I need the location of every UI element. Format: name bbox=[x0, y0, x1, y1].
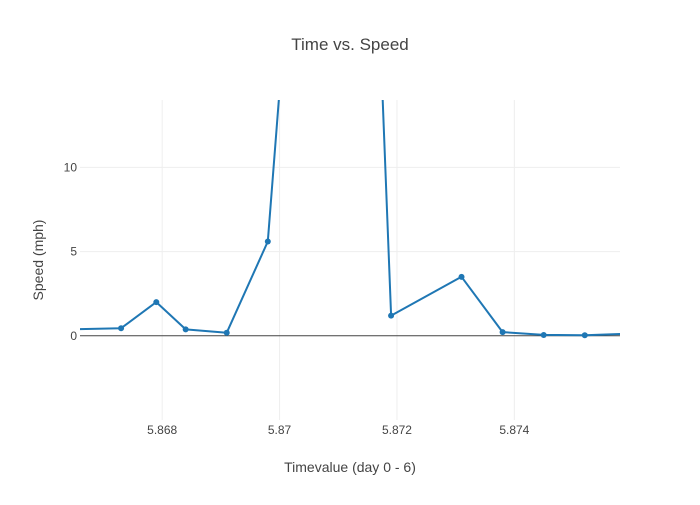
x-tick-label: 5.872 bbox=[382, 423, 412, 437]
x-tick-label: 5.87 bbox=[268, 423, 292, 437]
y-tick-label: 10 bbox=[64, 160, 78, 174]
data-point[interactable] bbox=[499, 329, 506, 336]
tick-labels: 5.868 5.87 5.872 5.874 0 5 10 bbox=[64, 160, 530, 437]
data-point[interactable] bbox=[264, 238, 271, 245]
grid-lines bbox=[80, 100, 620, 420]
data-point[interactable] bbox=[458, 273, 465, 280]
series-line bbox=[80, 100, 620, 337]
data-point[interactable] bbox=[623, 331, 629, 337]
x-tick-label: 5.874 bbox=[499, 423, 529, 437]
data-point[interactable] bbox=[118, 325, 125, 332]
data-point[interactable] bbox=[540, 331, 547, 338]
data-point[interactable] bbox=[223, 329, 230, 336]
data-point[interactable] bbox=[182, 326, 189, 333]
data-point[interactable] bbox=[581, 332, 588, 339]
y-axis-title: Speed (mph) bbox=[30, 220, 46, 301]
x-axis-title: Timevalue (day 0 - 6) bbox=[284, 459, 416, 475]
series-layer bbox=[80, 100, 629, 339]
x-tick-label: 5.868 bbox=[147, 423, 177, 437]
data-point[interactable] bbox=[388, 312, 395, 319]
data-point[interactable] bbox=[153, 299, 160, 306]
chart-title: Time vs. Speed bbox=[291, 35, 408, 54]
y-tick-label: 0 bbox=[70, 329, 77, 343]
y-tick-label: 5 bbox=[70, 245, 77, 259]
plot-background bbox=[80, 100, 620, 420]
